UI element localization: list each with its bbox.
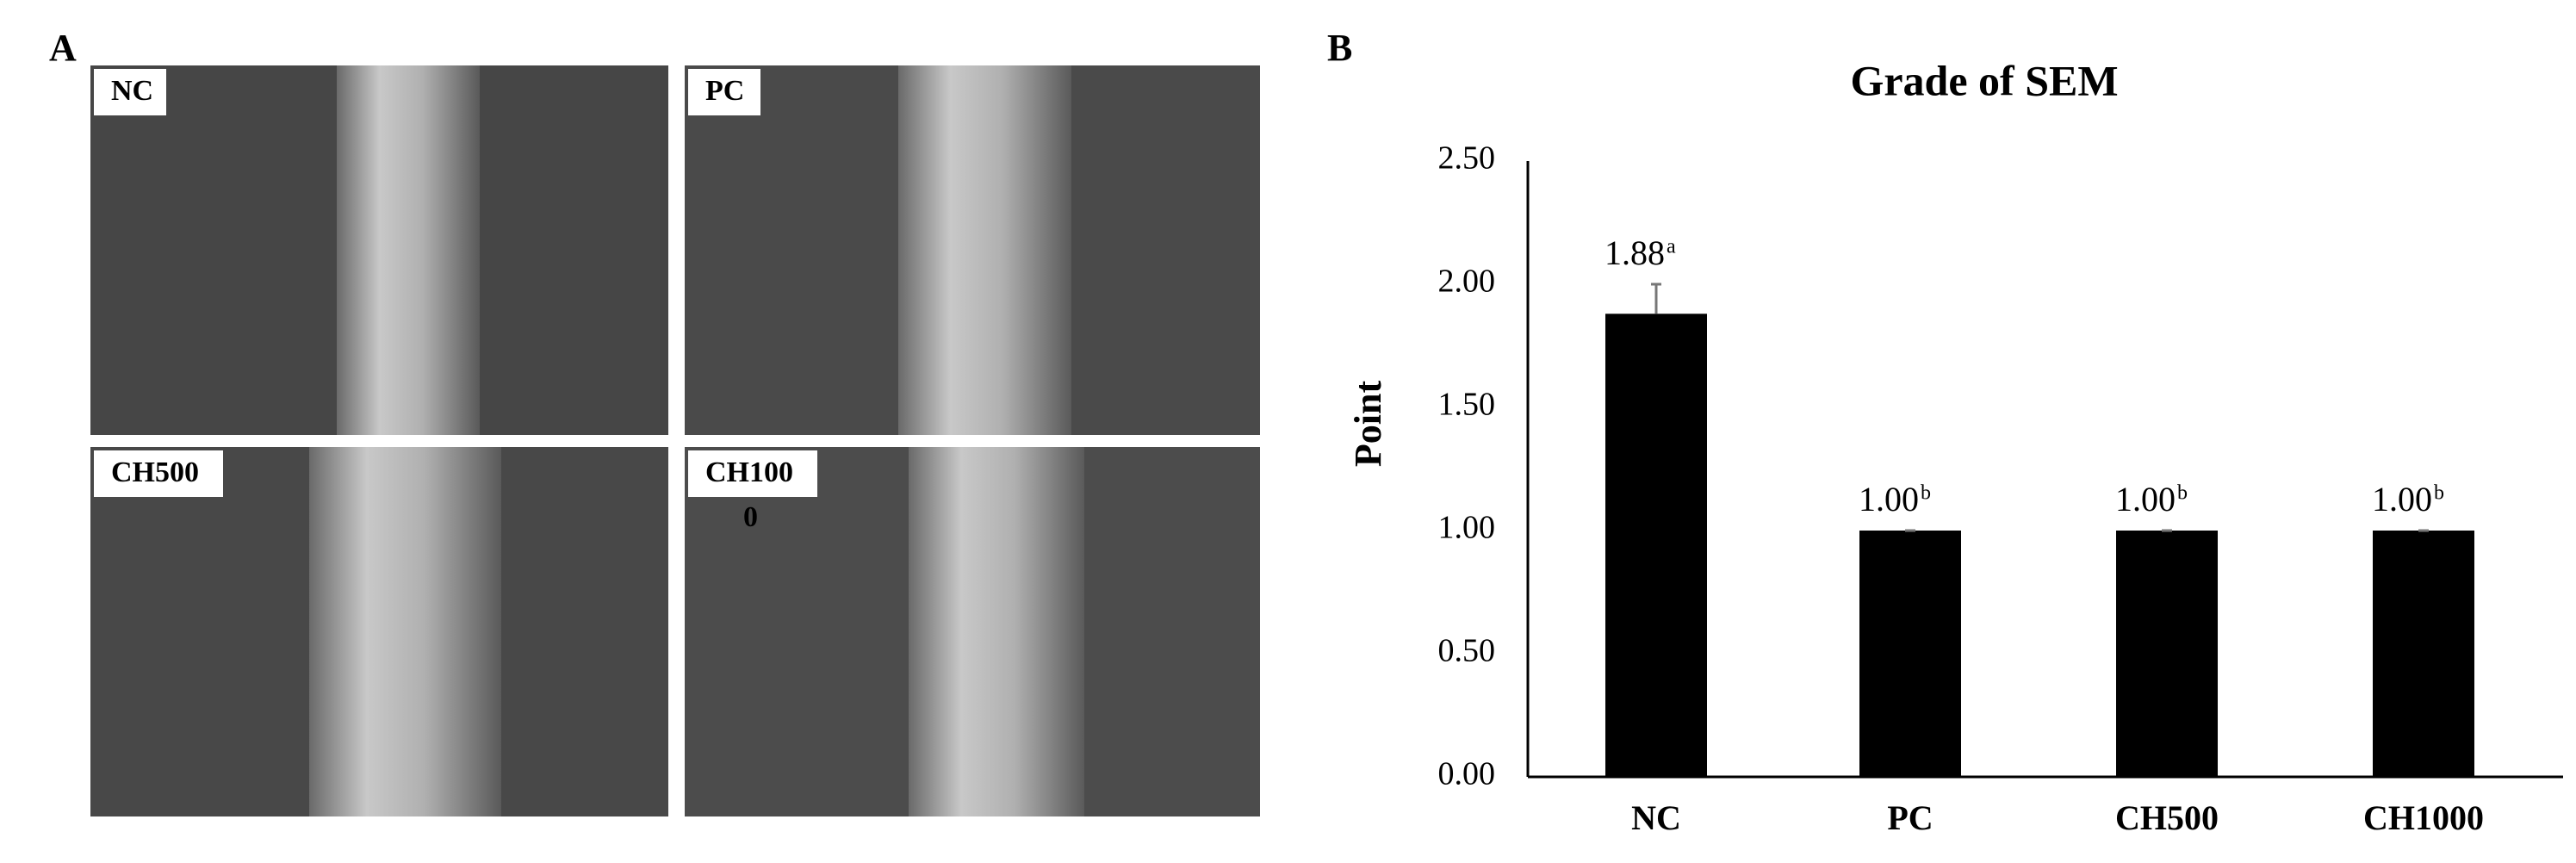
chart-title: Grade of SEM: [1850, 56, 2118, 104]
x-tick-label: PC: [1887, 798, 1933, 837]
image-label-box: [688, 69, 760, 115]
y-tick-label: 1.50: [1438, 387, 1496, 423]
image-label: 0: [743, 501, 758, 533]
image-label: CH100: [705, 456, 793, 488]
hair: [337, 65, 480, 435]
value-label: 1.88: [1605, 233, 1665, 272]
x-tick-label: NC: [1631, 798, 1681, 837]
panel-label: B: [1327, 27, 1352, 69]
image-label-box: [94, 450, 223, 497]
value-label: 1.00: [2372, 480, 2432, 518]
y-axis-label: Point: [1347, 381, 1389, 468]
y-tick-label: 2.00: [1438, 264, 1496, 300]
image-label: NC: [111, 75, 153, 107]
panel-label: A: [49, 27, 77, 69]
significance-letter: b: [1921, 482, 1931, 505]
image-label-box: [688, 450, 817, 497]
y-tick-label: 0.00: [1438, 756, 1496, 792]
image-label: CH500: [111, 456, 199, 488]
x-tick-label: CH1000: [2363, 798, 2484, 837]
significance-letter: a: [1667, 236, 1676, 258]
x-tick-label: CH500: [2115, 798, 2219, 837]
significance-letter: b: [2434, 482, 2444, 505]
y-tick-label: 1.00: [1438, 510, 1496, 546]
sem-images: [90, 65, 1260, 816]
bar: [2373, 531, 2474, 777]
image-label-box: [94, 69, 166, 115]
bar: [2116, 531, 2218, 777]
image-label: PC: [705, 75, 744, 107]
y-tick-label: 0.50: [1438, 633, 1496, 669]
hair: [898, 65, 1071, 435]
value-label: 1.00: [2115, 480, 2176, 518]
value-label: 1.00: [1859, 480, 1919, 518]
hair: [309, 447, 501, 816]
hair: [909, 447, 1084, 816]
bar: [1605, 314, 1707, 777]
bar: [1859, 531, 1961, 777]
y-tick-label: 2.50: [1438, 140, 1496, 177]
significance-letter: b: [2177, 482, 2188, 505]
